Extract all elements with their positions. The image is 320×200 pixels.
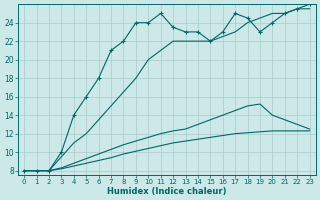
X-axis label: Humidex (Indice chaleur): Humidex (Indice chaleur) <box>107 187 227 196</box>
